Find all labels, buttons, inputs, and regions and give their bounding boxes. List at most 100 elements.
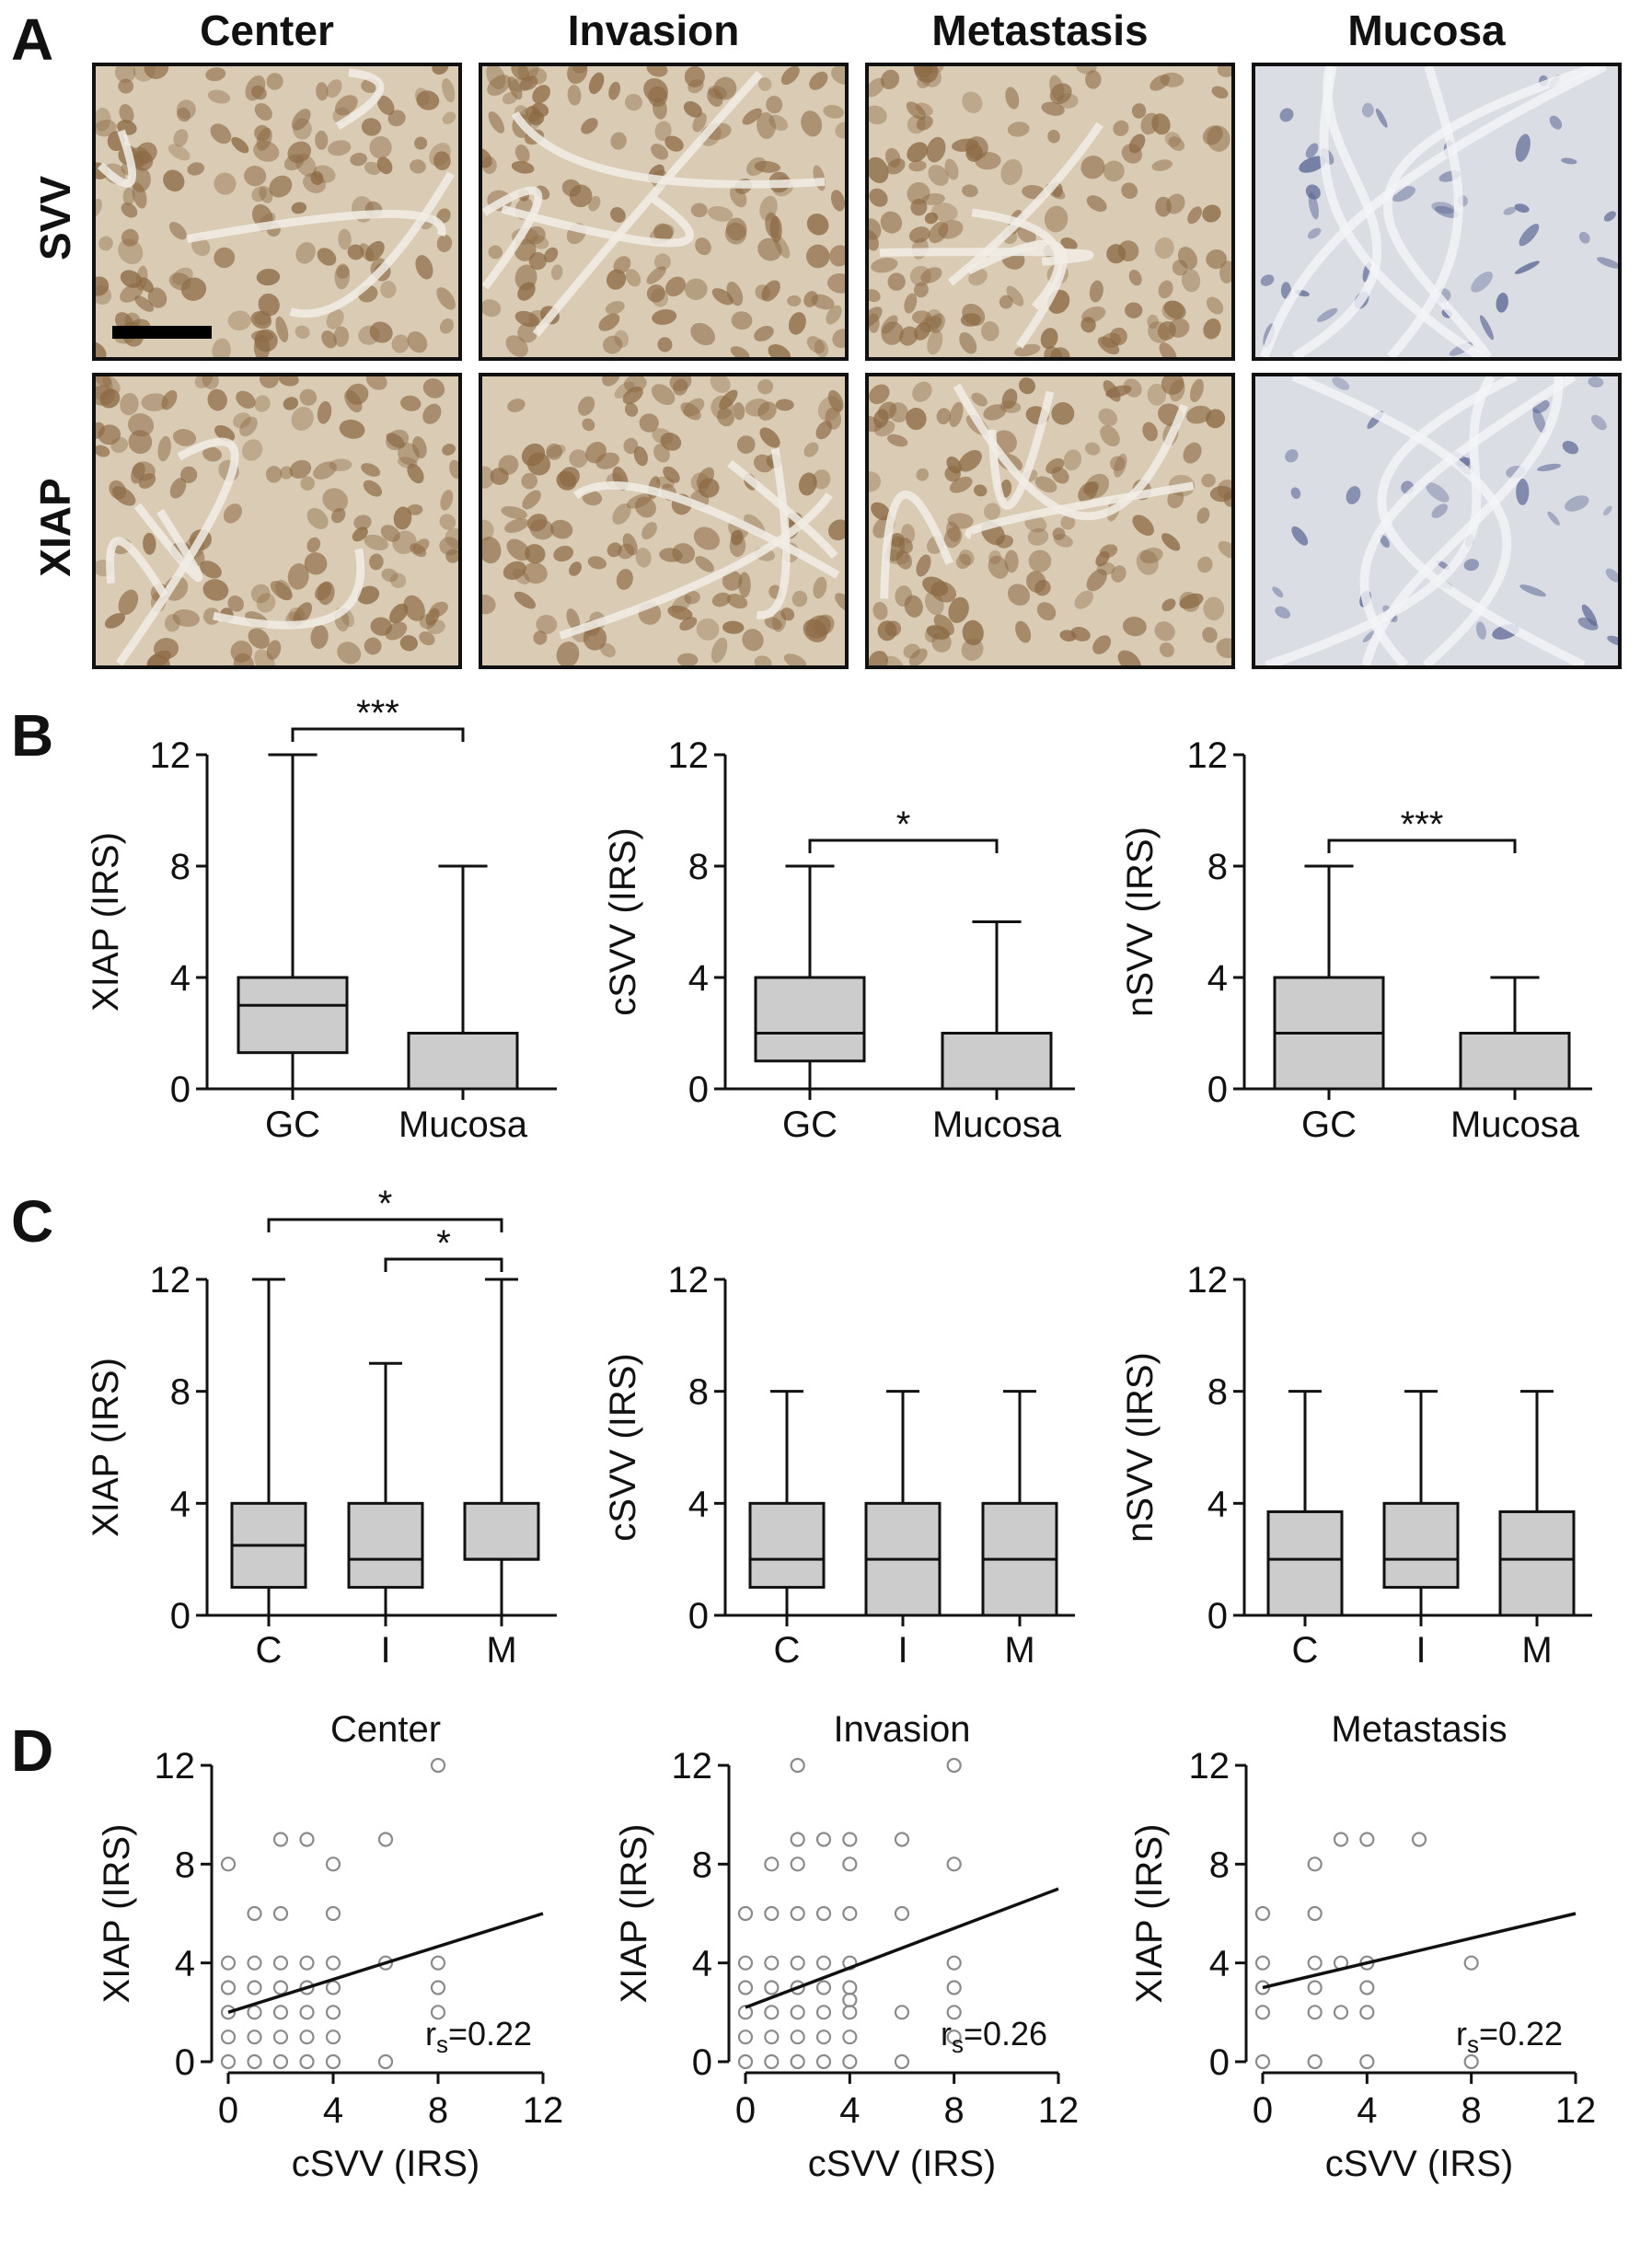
data-point — [272, 2005, 289, 2020]
y-tick-label: 0 — [692, 2042, 712, 2083]
data-point — [1411, 1832, 1427, 1847]
data-point — [815, 1905, 832, 1922]
boxplot-1: 0 4 8 12 XIAP (IRS) GC Mucosa *** — [86, 693, 557, 1145]
x-tick-label: 8 — [428, 2090, 448, 2131]
data-point — [842, 1856, 858, 1872]
x-axis-label: cSVV (IRS) — [808, 2144, 996, 2184]
y-tick-label: 12 — [1187, 735, 1229, 776]
micrograph-xiap-metastasis — [865, 373, 1235, 669]
y-axis-label: nSVV (IRS) — [1120, 1352, 1161, 1543]
data-point — [325, 1980, 341, 1995]
significance-bracket — [384, 1257, 503, 1272]
data-point — [1307, 2005, 1323, 2020]
data-point — [325, 1955, 341, 1971]
column-header-metastasis: Metastasis — [931, 6, 1149, 54]
correlation-annotation: rs=0.22 — [1456, 2015, 1563, 2058]
data-point — [1463, 1955, 1479, 1971]
data-point — [430, 2005, 446, 2020]
significance-label: *** — [356, 693, 399, 734]
data-point — [430, 1980, 446, 1995]
data-point — [815, 2053, 832, 2070]
data-point — [1359, 1832, 1375, 1847]
y-axis-label: XIAP (IRS) — [97, 1824, 137, 2004]
data-point — [1307, 1955, 1323, 1971]
data-point — [325, 1856, 341, 1872]
micrograph-texture — [869, 376, 1231, 665]
panel-label-b: B — [11, 702, 54, 769]
y-tick-label: 0 — [1207, 1070, 1228, 1110]
data-point — [325, 2030, 341, 2045]
column-header-invasion: Invasion — [567, 6, 740, 54]
y-tick-label: 0 — [1209, 2042, 1230, 2083]
x-tick-label: 4 — [323, 2090, 343, 2131]
y-tick-label: 4 — [175, 1944, 195, 1984]
data-point — [764, 1980, 780, 1995]
data-point — [815, 1832, 832, 1847]
scatter-title: Invasion — [834, 1709, 971, 1750]
significance-bracket — [1327, 838, 1517, 853]
data-point — [737, 1955, 754, 1971]
correlation-annotation: rs=0.22 — [425, 2015, 532, 2058]
category-label: I — [380, 1630, 390, 1671]
data-point — [946, 1856, 962, 1872]
data-point — [1254, 2053, 1271, 2070]
data-point — [299, 2030, 315, 2045]
data-point — [377, 2053, 394, 2070]
micrograph-xiap-invasion — [479, 373, 849, 669]
scale-bar — [112, 326, 212, 339]
data-point — [946, 2030, 962, 2045]
scatter-invasion: 0 4 8 12 0 4 8 12 cSVV (IRS) XIAP (IRS) Invasion rs… — [614, 1709, 1079, 2184]
data-point — [272, 1905, 289, 1922]
micrograph-svv-metastasis — [865, 63, 1235, 361]
y-tick-label: 4 — [170, 1484, 191, 1524]
data-point — [894, 2005, 910, 2020]
x-tick-label: 4 — [1357, 2090, 1377, 2131]
data-point — [894, 1905, 910, 1922]
scatter-title: Center — [330, 1709, 441, 1750]
y-axis-label: XIAP (IRS) — [614, 1824, 654, 2004]
micrograph-svv-invasion — [479, 63, 849, 361]
micrograph-texture — [482, 376, 845, 665]
data-point — [790, 1905, 805, 1922]
regression-line — [227, 1912, 544, 2015]
significance-label: * — [436, 1223, 451, 1264]
significance-label: * — [896, 804, 911, 845]
y-tick-label: 12 — [1189, 1746, 1230, 1787]
box — [463, 1501, 540, 1561]
data-point — [247, 1905, 262, 1922]
data-point — [946, 1757, 962, 1774]
data-point — [1254, 1905, 1271, 1922]
data-point — [1307, 2053, 1323, 2070]
data-point — [1359, 1980, 1375, 1995]
y-tick-label: 0 — [170, 1596, 191, 1636]
category-label: GC — [782, 1104, 838, 1145]
box — [1266, 1509, 1344, 1617]
box — [748, 1501, 826, 1590]
y-axis-label: cSVV (IRS) — [603, 827, 643, 1015]
data-point — [946, 1955, 962, 1971]
data-point — [764, 1905, 780, 1922]
y-tick-label: 12 — [668, 1260, 710, 1301]
significance-bracket — [267, 1218, 503, 1232]
data-point — [247, 2030, 262, 2045]
y-tick-label: 4 — [1209, 1944, 1230, 1984]
data-point — [842, 2030, 858, 2045]
y-tick-label: 8 — [170, 1372, 191, 1413]
y-axis-label: nSVV (IRS) — [1120, 827, 1161, 1017]
x-tick-label: 0 — [1253, 2090, 1273, 2131]
y-tick-label: 12 — [1187, 1260, 1229, 1301]
micrograph-texture — [96, 66, 458, 357]
data-point — [220, 1980, 237, 1995]
data-point — [790, 1955, 805, 1971]
data-point — [272, 1832, 289, 1847]
data-point — [1333, 1832, 1349, 1847]
data-point — [737, 2030, 754, 2045]
regression-line — [745, 1887, 1059, 2009]
box — [407, 1032, 519, 1091]
y-tick-label: 4 — [170, 958, 191, 999]
data-point — [247, 1955, 262, 1971]
y-tick-label: 12 — [155, 1746, 196, 1787]
micrograph-texture — [482, 66, 845, 357]
y-tick-label: 8 — [175, 1844, 195, 1885]
y-axis-label: XIAP (IRS) — [86, 1358, 126, 1537]
